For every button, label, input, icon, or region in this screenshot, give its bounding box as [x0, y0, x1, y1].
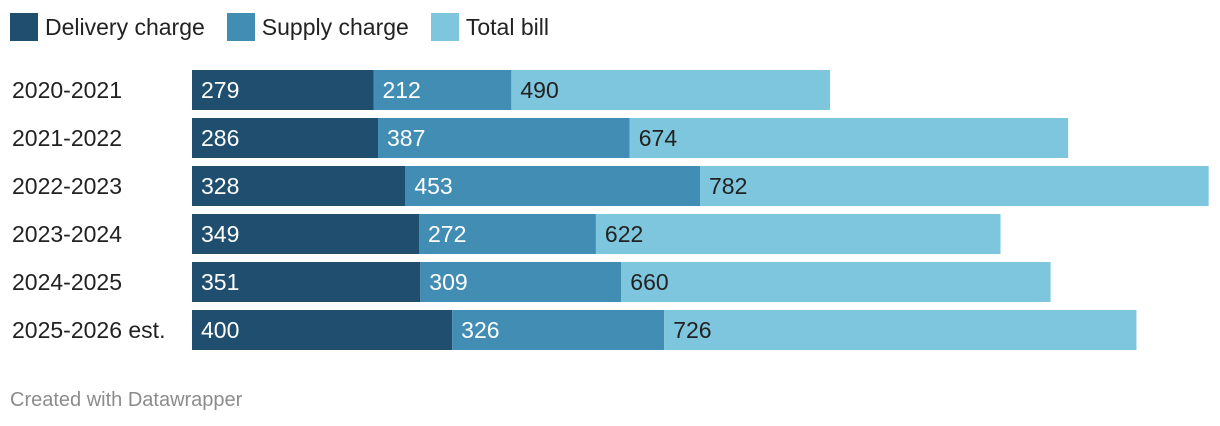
- data-label: 400: [201, 317, 239, 343]
- legend-item: Delivery charge: [10, 13, 205, 41]
- data-label: 674: [639, 125, 678, 151]
- data-label: 387: [387, 125, 425, 151]
- legend-swatch: [226, 13, 255, 41]
- data-label: 279: [201, 77, 239, 103]
- bar-segment: [664, 310, 1137, 350]
- bar-segment: [192, 310, 453, 350]
- data-label: 328: [201, 173, 239, 199]
- bar-segment: [192, 214, 420, 254]
- legend-item: Supply charge: [226, 13, 409, 41]
- category-label: 2024-2025: [12, 269, 122, 295]
- bar-segment: [419, 214, 596, 254]
- data-label: 660: [630, 269, 668, 295]
- bar-segment: [629, 118, 1069, 158]
- data-label: 351: [201, 269, 239, 295]
- data-label: 782: [709, 173, 747, 199]
- data-label: 212: [382, 77, 420, 103]
- data-label: 286: [201, 125, 239, 151]
- data-label: 490: [520, 77, 558, 103]
- legend-swatch: [430, 13, 459, 41]
- bar-segment: [192, 118, 379, 158]
- bar-segment: [420, 262, 622, 302]
- legend-label: Delivery charge: [45, 13, 205, 40]
- category-label: 2021-2022: [12, 125, 122, 151]
- data-label: 622: [605, 221, 643, 247]
- bar-segment: [192, 262, 421, 302]
- data-label: 309: [429, 269, 467, 295]
- bar-segment: [405, 166, 700, 206]
- bar-segment: [192, 166, 406, 206]
- legend-label: Total bill: [465, 13, 549, 40]
- data-label: 349: [201, 221, 239, 247]
- legend-label: Supply charge: [261, 13, 409, 40]
- bar-segment: [595, 214, 1001, 254]
- category-label: 2023-2024: [12, 221, 122, 247]
- bar-segment: [700, 166, 1209, 206]
- chart-legend: Delivery charge Supply charge Total bill: [10, 12, 571, 42]
- data-label: 453: [414, 173, 452, 199]
- category-label: 2020-2021: [12, 77, 122, 103]
- category-label: 2025-2026 est.: [12, 317, 165, 343]
- data-label: 326: [461, 317, 499, 343]
- legend-item: Total bill: [430, 13, 549, 41]
- category-label: 2022-2023: [12, 173, 122, 199]
- bar-segment: [378, 118, 630, 158]
- bar-segment: [452, 310, 665, 350]
- data-label: 272: [428, 221, 466, 247]
- bar-segment: [621, 262, 1051, 302]
- bar-segment: [192, 70, 374, 110]
- bar-segment: [511, 70, 831, 110]
- legend-swatch: [10, 13, 38, 41]
- datawrapper-credit: Created with Datawrapper: [10, 389, 243, 411]
- data-label: 726: [673, 317, 711, 343]
- bar-segment: [373, 70, 512, 110]
